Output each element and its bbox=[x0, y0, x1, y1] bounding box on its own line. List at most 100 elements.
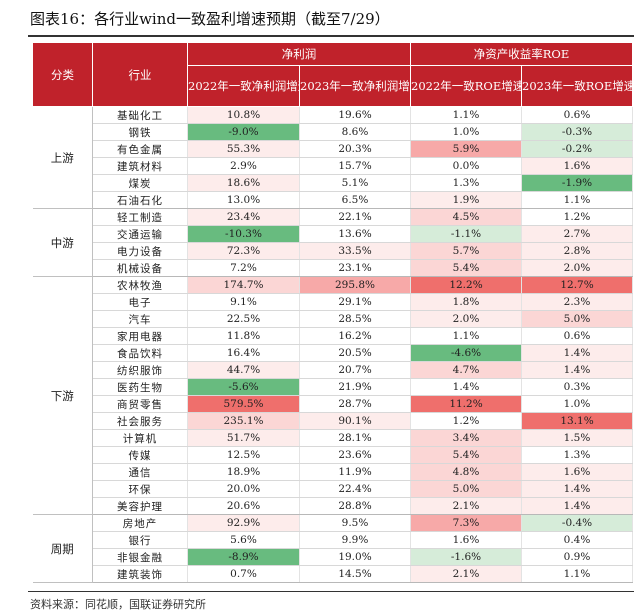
roe-2023-cell: -0.3% bbox=[521, 123, 634, 141]
profit-2022-cell: 579.5% bbox=[187, 395, 300, 413]
industry-cell: 商贸零售 bbox=[92, 395, 188, 413]
header-group-profit: 净利润 bbox=[187, 42, 411, 66]
roe-2022-cell: 12.2% bbox=[410, 276, 522, 294]
title-rule bbox=[28, 35, 634, 37]
header-category: 分类 bbox=[32, 42, 93, 107]
roe-2022-cell: -1.1% bbox=[410, 225, 522, 243]
profit-2023-cell: 20.7% bbox=[299, 361, 411, 379]
profit-2023-cell: 20.5% bbox=[299, 344, 411, 362]
roe-2023-cell: 1.0% bbox=[521, 395, 634, 413]
table-row: 家用电器 11.8% 16.2% 1.1% 0.6% bbox=[33, 327, 634, 345]
profit-2022-cell: 2.9% bbox=[187, 157, 300, 175]
table-row: 交通运输 -10.3% 13.6% -1.1% 2.7% bbox=[33, 225, 634, 243]
roe-2023-cell: 2.8% bbox=[521, 242, 634, 260]
roe-2023-cell: 1.4% bbox=[521, 497, 634, 515]
table-row: 银行 5.6% 9.9% 1.6% 0.4% bbox=[33, 531, 634, 549]
table-row: 石油石化 13.0% 6.5% 1.9% 1.1% bbox=[33, 191, 634, 209]
table-row: 有色金属 55.3% 20.3% 5.9% -0.2% bbox=[33, 140, 634, 158]
profit-2022-cell: 12.5% bbox=[187, 446, 300, 464]
profit-2023-cell: 21.9% bbox=[299, 378, 411, 396]
profit-2022-cell: 18.6% bbox=[187, 174, 300, 192]
profit-2023-cell: 23.6% bbox=[299, 446, 411, 464]
table-row: 上游 基础化工 10.8% 19.6% 1.1% 0.6% bbox=[32, 106, 634, 209]
profit-2023-cell: 33.5% bbox=[299, 242, 411, 260]
table-row: 商贸零售 579.5% 28.7% 11.2% 1.0% bbox=[33, 395, 634, 413]
roe-2022-cell: 2.1% bbox=[410, 565, 522, 583]
bottom-rule bbox=[28, 591, 634, 592]
roe-2022-cell: 2.1% bbox=[410, 497, 522, 515]
roe-2022-cell: 1.1% bbox=[410, 327, 522, 345]
table-row: 医药生物 -5.6% 21.9% 1.4% 0.3% bbox=[33, 378, 634, 396]
profit-2022-cell: 9.1% bbox=[187, 293, 300, 311]
industry-cell: 传媒 bbox=[92, 446, 188, 464]
roe-2023-cell: 1.3% bbox=[521, 446, 634, 464]
profit-2022-cell: 11.8% bbox=[187, 327, 300, 345]
roe-2022-cell: 1.1% bbox=[410, 106, 522, 124]
profit-2022-cell: 23.4% bbox=[187, 208, 300, 226]
table-body: 上游 基础化工 10.8% 19.6% 1.1% 0.6% 钢铁 -9.0% 8.6% 1.0% -… bbox=[32, 106, 634, 583]
roe-2023-cell: 1.1% bbox=[521, 565, 634, 583]
header-group-roe: 净资产收益率ROE bbox=[409, 42, 634, 66]
industry-cell: 汽车 bbox=[92, 310, 188, 328]
roe-2023-cell: 0.6% bbox=[521, 106, 634, 124]
profit-2022-cell: 7.2% bbox=[187, 259, 300, 277]
industry-cell: 社会服务 bbox=[92, 412, 188, 430]
roe-2023-cell: 1.2% bbox=[521, 208, 634, 226]
industry-cell: 石油石化 bbox=[92, 191, 188, 209]
profit-2023-cell: 9.5% bbox=[299, 514, 411, 532]
industry-cell: 医药生物 bbox=[92, 378, 188, 396]
table-row: 电力设备 72.3% 33.5% 5.7% 2.8% bbox=[33, 242, 634, 260]
header-roe-2023: 2023年一致ROE增速预期 bbox=[520, 65, 634, 107]
table-row: 煤炭 18.6% 5.1% 1.3% -1.9% bbox=[33, 174, 634, 192]
roe-2022-cell: 1.0% bbox=[410, 123, 522, 141]
table-row: 汽车 22.5% 28.5% 2.0% 5.0% bbox=[33, 310, 634, 328]
roe-2022-cell: 5.9% bbox=[410, 140, 522, 158]
industry-cell: 电力设备 bbox=[92, 242, 188, 260]
profit-2023-cell: 28.5% bbox=[299, 310, 411, 328]
table-row: 纺织服饰 44.7% 20.7% 4.7% 1.4% bbox=[33, 361, 634, 379]
roe-2022-cell: 5.4% bbox=[410, 259, 522, 277]
profit-2023-cell: 295.8% bbox=[299, 276, 411, 294]
profit-2023-cell: 28.7% bbox=[299, 395, 411, 413]
profit-2022-cell: -5.6% bbox=[187, 378, 300, 396]
industry-cell: 轻工制造 bbox=[92, 208, 188, 226]
roe-2023-cell: -0.2% bbox=[521, 140, 634, 158]
industry-cell: 环保 bbox=[92, 480, 188, 498]
roe-2022-cell: 4.7% bbox=[410, 361, 522, 379]
industry-cell: 电子 bbox=[92, 293, 188, 311]
header-industry: 行业 bbox=[92, 42, 188, 107]
profit-2023-cell: 28.1% bbox=[299, 429, 411, 447]
roe-2023-cell: 2.3% bbox=[521, 293, 634, 311]
roe-2022-cell: 4.8% bbox=[410, 463, 522, 481]
roe-2022-cell: 1.2% bbox=[410, 412, 522, 430]
roe-2022-cell: 11.2% bbox=[410, 395, 522, 413]
profit-2023-cell: 14.5% bbox=[299, 565, 411, 583]
category-cell: 下游 bbox=[32, 276, 93, 515]
table-row: 机械设备 7.2% 23.1% 5.4% 2.0% bbox=[33, 259, 634, 277]
profit-2023-cell: 22.1% bbox=[299, 208, 411, 226]
industry-cell: 建筑装饰 bbox=[92, 565, 188, 583]
roe-2023-cell: 1.4% bbox=[521, 480, 634, 498]
table-row: 环保 20.0% 22.4% 5.0% 1.4% bbox=[33, 480, 634, 498]
header-profit-2022: 2022年一致净利润增速预期 bbox=[187, 65, 300, 107]
industry-cell: 通信 bbox=[92, 463, 188, 481]
roe-2022-cell: 1.3% bbox=[410, 174, 522, 192]
profit-2023-cell: 28.8% bbox=[299, 497, 411, 515]
profit-2022-cell: -9.0% bbox=[187, 123, 300, 141]
industry-cell: 纺织服饰 bbox=[92, 361, 188, 379]
roe-2023-cell: 2.7% bbox=[521, 225, 634, 243]
roe-2022-cell: 1.8% bbox=[410, 293, 522, 311]
profit-2023-cell: 13.6% bbox=[299, 225, 411, 243]
roe-2023-cell: 0.4% bbox=[521, 531, 634, 549]
profit-2022-cell: 20.6% bbox=[187, 497, 300, 515]
category-cell: 周期 bbox=[32, 514, 93, 583]
profit-2022-cell: -8.9% bbox=[187, 548, 300, 566]
industry-cell: 美容护理 bbox=[92, 497, 188, 515]
table-row: 社会服务 235.1% 90.1% 1.2% 13.1% bbox=[33, 412, 634, 430]
profit-2022-cell: 174.7% bbox=[187, 276, 300, 294]
roe-2023-cell: 13.1% bbox=[521, 412, 634, 430]
profit-2022-cell: 10.8% bbox=[187, 106, 300, 124]
roe-2022-cell: 7.3% bbox=[410, 514, 522, 532]
profit-2023-cell: 9.9% bbox=[299, 531, 411, 549]
industry-cell: 建筑材料 bbox=[92, 157, 188, 175]
